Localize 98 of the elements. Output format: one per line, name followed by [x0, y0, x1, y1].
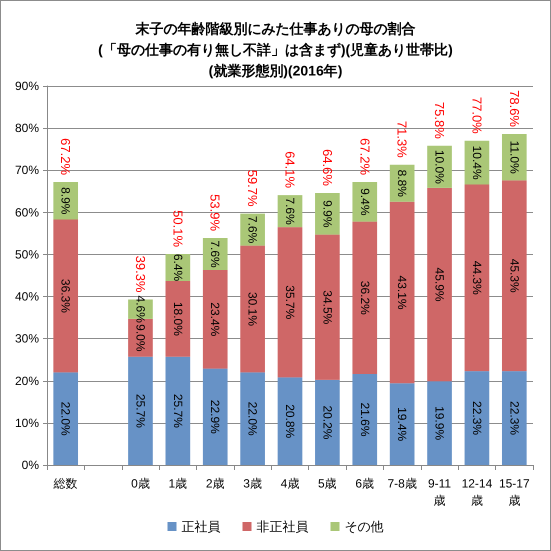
data-label: 22.3% [507, 401, 522, 436]
x-tick-label: 4歳 [280, 476, 300, 490]
data-label: 9.4% [358, 188, 372, 216]
y-tick-label: 20% [14, 374, 40, 388]
total-label: 59.7% [245, 170, 260, 208]
x-tick-label: 12-14歳 [462, 476, 493, 508]
total-label: 64.1% [282, 151, 298, 188]
data-label: 4.6% [133, 296, 148, 324]
bar [202, 368, 228, 465]
chart-title: 末子の年齢階級別にみた仕事ありの母の割合 (「母の仕事の有り無し不詳」は含まず)(児童あり世帯比) (就業形態別)(2016年) [98, 20, 453, 78]
bar [390, 202, 414, 384]
x-tick-label: 3歳 [243, 476, 262, 490]
bar [464, 140, 490, 185]
y-tick-label: 0% [22, 458, 40, 472]
bar [278, 377, 302, 465]
data-label: 8.9% [58, 187, 73, 215]
data-label: 18.0% [170, 302, 185, 336]
bar [315, 380, 340, 465]
data-label: 7.6% [208, 240, 222, 268]
x-tick-label: 0歳 [131, 476, 150, 490]
y-tick-label: 30% [14, 332, 40, 346]
data-label: 35.7% [283, 285, 297, 320]
x-tick-label: 7-8歳 [387, 476, 417, 490]
data-label: 7.6% [246, 216, 260, 244]
data-label: 21.6% [358, 402, 372, 437]
data-label: 7.6% [283, 197, 297, 226]
legend-label: その他 [344, 519, 384, 534]
data-label: 9.0% [133, 324, 148, 352]
x-tick-label: 総数 [52, 476, 78, 490]
data-label: 22.0% [246, 402, 260, 436]
x-tick-label: 5歳 [318, 476, 337, 490]
bar [390, 383, 414, 465]
data-label: 43.1% [395, 276, 410, 310]
bar [53, 372, 78, 465]
total-label: 64.6% [320, 149, 335, 186]
total-label: 50.1% [170, 210, 186, 248]
y-tick-label: 40% [14, 290, 40, 304]
legend-label: 正社員 [182, 519, 220, 534]
data-label: 22.9% [208, 400, 222, 434]
data-label: 34.5% [320, 290, 334, 325]
data-label: 44.3% [470, 260, 484, 296]
bar [352, 222, 378, 374]
bar [53, 219, 78, 372]
bar [315, 234, 340, 380]
bar [240, 246, 265, 372]
total-label: 78.6% [506, 90, 522, 128]
total-label: 53.9% [208, 194, 223, 232]
data-label: 10.4% [470, 146, 484, 180]
bar [464, 184, 490, 372]
x-tick-label: 1歳 [168, 476, 188, 490]
y-tick-label: 50% [14, 247, 40, 262]
data-label: 36.2% [358, 280, 372, 316]
data-label: 25.7% [133, 394, 148, 428]
total-label: 39.3% [132, 256, 148, 293]
data-label: 8.8% [395, 170, 410, 198]
x-tick-label: 9-11歳 [428, 476, 452, 508]
data-label: 6.4% [170, 254, 185, 282]
data-label: 9.9% [320, 200, 334, 228]
bar [166, 356, 190, 465]
data-label: 11.0% [507, 140, 522, 174]
bar [166, 280, 190, 357]
data-label: 25.7% [170, 394, 185, 428]
data-label: 45.9% [432, 268, 447, 302]
total-label: 67.2% [357, 138, 372, 176]
data-label: 30.1% [246, 292, 260, 326]
data-label: 45.3% [507, 258, 522, 294]
total-label: 75.8% [432, 102, 448, 140]
data-label: 22.0% [58, 402, 73, 436]
data-label: 20.2% [320, 405, 334, 440]
bar [427, 381, 452, 465]
y-tick-label: 70% [14, 163, 40, 178]
x-tick-label: 2歳 [206, 476, 225, 490]
y-tick-label: 60% [14, 205, 40, 220]
data-label: 10.0% [432, 150, 447, 184]
bar [202, 270, 228, 369]
total-label: 71.3% [394, 120, 410, 158]
data-label: 19.4% [395, 407, 410, 442]
bar [352, 374, 378, 465]
data-label: 20.8% [283, 404, 297, 439]
x-tick-label: 15-17歳 [498, 476, 530, 508]
bar [464, 371, 490, 465]
y-tick-label: 80% [14, 121, 40, 136]
bar [128, 356, 153, 465]
data-label: 22.3% [470, 401, 484, 436]
y-tick-label: 10% [14, 416, 40, 430]
legend-label: 非正社員 [256, 519, 308, 534]
bar [502, 180, 527, 372]
data-label: 23.4% [208, 302, 222, 337]
bar [502, 371, 527, 465]
total-label: 67.2% [58, 138, 74, 176]
bar [240, 372, 265, 465]
total-label: 77.0% [469, 96, 484, 134]
bar [427, 188, 452, 382]
data-label: 36.3% [58, 278, 73, 314]
x-tick-label: 6歳 [355, 476, 374, 490]
data-label: 19.9% [432, 406, 447, 440]
bar [278, 227, 302, 378]
y-tick-label: 90% [14, 79, 40, 93]
